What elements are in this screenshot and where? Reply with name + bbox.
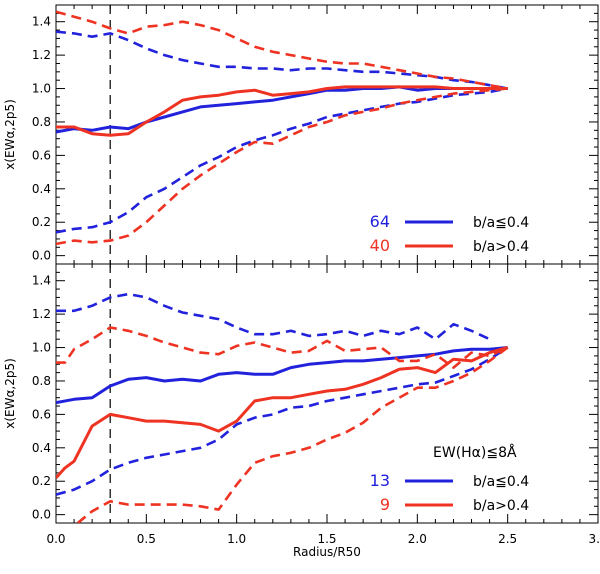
series-line <box>56 30 508 90</box>
x-tick-label: 2.5 <box>498 532 517 546</box>
x-tick-label: 1.0 <box>227 532 246 546</box>
x-tick-label: 2.0 <box>408 532 427 546</box>
y-tick-label: 0.4 <box>32 441 51 455</box>
legend-label: b/a>0.4 <box>473 239 529 255</box>
x-axis-label: Radius/R50 <box>293 545 361 559</box>
series-line <box>56 10 508 90</box>
legend-count: 64 <box>370 212 390 231</box>
y-tick-label: 1.2 <box>32 48 51 62</box>
legend-count: 40 <box>370 236 390 255</box>
top-panel: 0.0 0.2 0.4 0.6 0.8 1.0 1.2 1.4 x(EWα,2p5) 64 b/a≦… <box>3 4 599 265</box>
series-line <box>56 346 509 496</box>
y-tick-label: 0.6 <box>32 407 51 421</box>
series-line <box>56 87 508 234</box>
y-axis-label: x(EWα,2p5) <box>3 358 17 429</box>
series-line <box>56 85 508 137</box>
y-tick-label: 0.0 <box>32 508 51 522</box>
series-line <box>76 346 509 523</box>
legend-title: EW(Hα)≦8Å <box>433 444 517 461</box>
series-line <box>56 346 508 405</box>
legend-label: b/a≦0.4 <box>473 474 529 490</box>
y-tick-label: 0.8 <box>32 374 51 388</box>
y-tick-label: 1.4 <box>32 15 51 29</box>
y-tick-label: 0.2 <box>32 215 51 229</box>
legend: EW(Hα)≦8Å 13 b/a≦0.4 9 b/a>0.4 <box>370 444 530 514</box>
y-tick-label: 0.2 <box>32 474 51 488</box>
series-line <box>56 85 508 134</box>
y-axis-label: x(EWα,2p5) <box>3 99 17 170</box>
bottom-panel: 0.0 0.2 0.4 0.6 0.8 1.0 1.2 1.4 0.0 0.5 1.0 1.5 2.0 2… <box>3 263 600 546</box>
x-tick-label: 0.5 <box>137 532 156 546</box>
series-line <box>56 292 491 341</box>
y-tick-label: 0.0 <box>32 249 51 263</box>
legend: 64 b/a≦0.4 40 b/a>0.4 <box>370 212 530 255</box>
legend-label: b/a≦0.4 <box>473 215 529 231</box>
y-tick-label: 1.0 <box>32 341 51 355</box>
y-tick-label: 0.8 <box>32 115 51 129</box>
x-tick-label: 3.0 <box>588 532 600 546</box>
x-tick-label: 1.5 <box>317 532 336 546</box>
y-tick-label: 1.4 <box>32 274 51 288</box>
legend-count: 9 <box>380 495 390 514</box>
y-tick-label: 1.0 <box>32 82 51 96</box>
x-tick-label: 0.0 <box>46 532 65 546</box>
y-tick-label: 1.2 <box>32 307 51 321</box>
y-tick-label: 0.6 <box>32 148 51 162</box>
legend-count: 13 <box>370 471 390 490</box>
y-tick-label: 0.4 <box>32 182 51 196</box>
legend-label: b/a>0.4 <box>473 498 529 514</box>
series-line <box>56 87 508 246</box>
series-line <box>56 326 509 369</box>
series-line <box>56 346 509 479</box>
